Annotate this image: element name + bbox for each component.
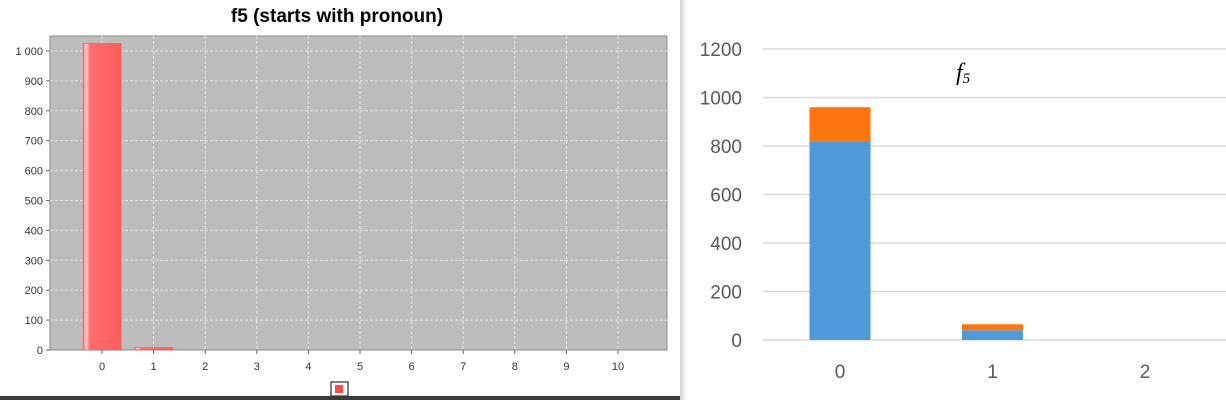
right-chart-title: f5 bbox=[956, 60, 971, 87]
left-xtick-label: 3 bbox=[254, 361, 260, 373]
panel-divider bbox=[680, 0, 688, 400]
right-xtick-label: 0 bbox=[835, 362, 846, 383]
left-xtick-label: 7 bbox=[460, 361, 466, 373]
left-ytick-label: 800 bbox=[25, 106, 43, 118]
right-chart-panel: 0 200 400 600 800 1000 1200 0 1 2 f5 bbox=[688, 0, 1226, 400]
left-ytick-label: 300 bbox=[25, 255, 43, 267]
right-ytick-label: 1200 bbox=[700, 40, 742, 61]
left-ytick-label: 600 bbox=[25, 166, 43, 178]
left-ytick-label: 0 bbox=[37, 345, 43, 357]
left-chart-title: f5 (starts with pronoun) bbox=[231, 6, 443, 27]
right-xtick-label: 1 bbox=[987, 362, 998, 383]
right-ytick-label: 800 bbox=[710, 137, 742, 158]
left-ytick-label: 700 bbox=[25, 136, 43, 148]
right-stacked-bar-chart: 0 200 400 600 800 1000 1200 0 1 2 f5 bbox=[700, 40, 1226, 383]
left-xtick-label: 2 bbox=[202, 361, 208, 373]
left-ytick-label: 400 bbox=[25, 225, 43, 237]
right-bar-1-segment-1 bbox=[962, 324, 1023, 331]
left-xtick-label: 1 bbox=[151, 361, 157, 373]
left-bar-1 bbox=[134, 347, 173, 351]
right-xtick-label: 2 bbox=[1140, 362, 1151, 383]
right-bar-0-segment-0 bbox=[809, 141, 871, 340]
left-bar-0 bbox=[82, 43, 122, 351]
left-xtick-label: 0 bbox=[99, 361, 105, 373]
left-xtick-label: 6 bbox=[409, 361, 415, 373]
right-title-sub: 5 bbox=[963, 71, 971, 87]
legend-swatch bbox=[335, 385, 343, 393]
right-ytick-label: 0 bbox=[731, 331, 742, 352]
window-bottom-edge bbox=[0, 396, 680, 400]
left-xtick-label: 9 bbox=[563, 361, 569, 373]
left-ytick-label: 1 000 bbox=[15, 46, 43, 58]
right-ytick-label: 400 bbox=[710, 234, 742, 255]
left-ytick-label: 200 bbox=[25, 285, 43, 297]
left-xtick-label: 8 bbox=[512, 361, 518, 373]
left-xtick-label: 4 bbox=[305, 361, 311, 373]
left-legend bbox=[330, 381, 349, 397]
left-ytick-label: 100 bbox=[25, 315, 43, 327]
left-xtick-label: 10 bbox=[612, 361, 624, 373]
right-title-main: f bbox=[956, 60, 966, 86]
left-bar-chart: f5 (starts with pronoun) 010020030040050… bbox=[15, 6, 668, 397]
left-ytick-label: 500 bbox=[25, 195, 43, 207]
left-plot-area bbox=[49, 35, 668, 351]
right-ytick-label: 600 bbox=[710, 186, 742, 207]
right-ytick-label: 200 bbox=[710, 283, 742, 304]
right-bar-1-segment-0 bbox=[962, 330, 1023, 340]
left-xtick-label: 5 bbox=[357, 361, 363, 373]
left-ytick-label: 900 bbox=[25, 76, 43, 88]
right-ytick-label: 1000 bbox=[700, 89, 742, 110]
left-chart-panel: f5 (starts with pronoun) 0 100 200 300 400 50… bbox=[15, 6, 668, 397]
right-bar-0-segment-1 bbox=[809, 107, 871, 142]
